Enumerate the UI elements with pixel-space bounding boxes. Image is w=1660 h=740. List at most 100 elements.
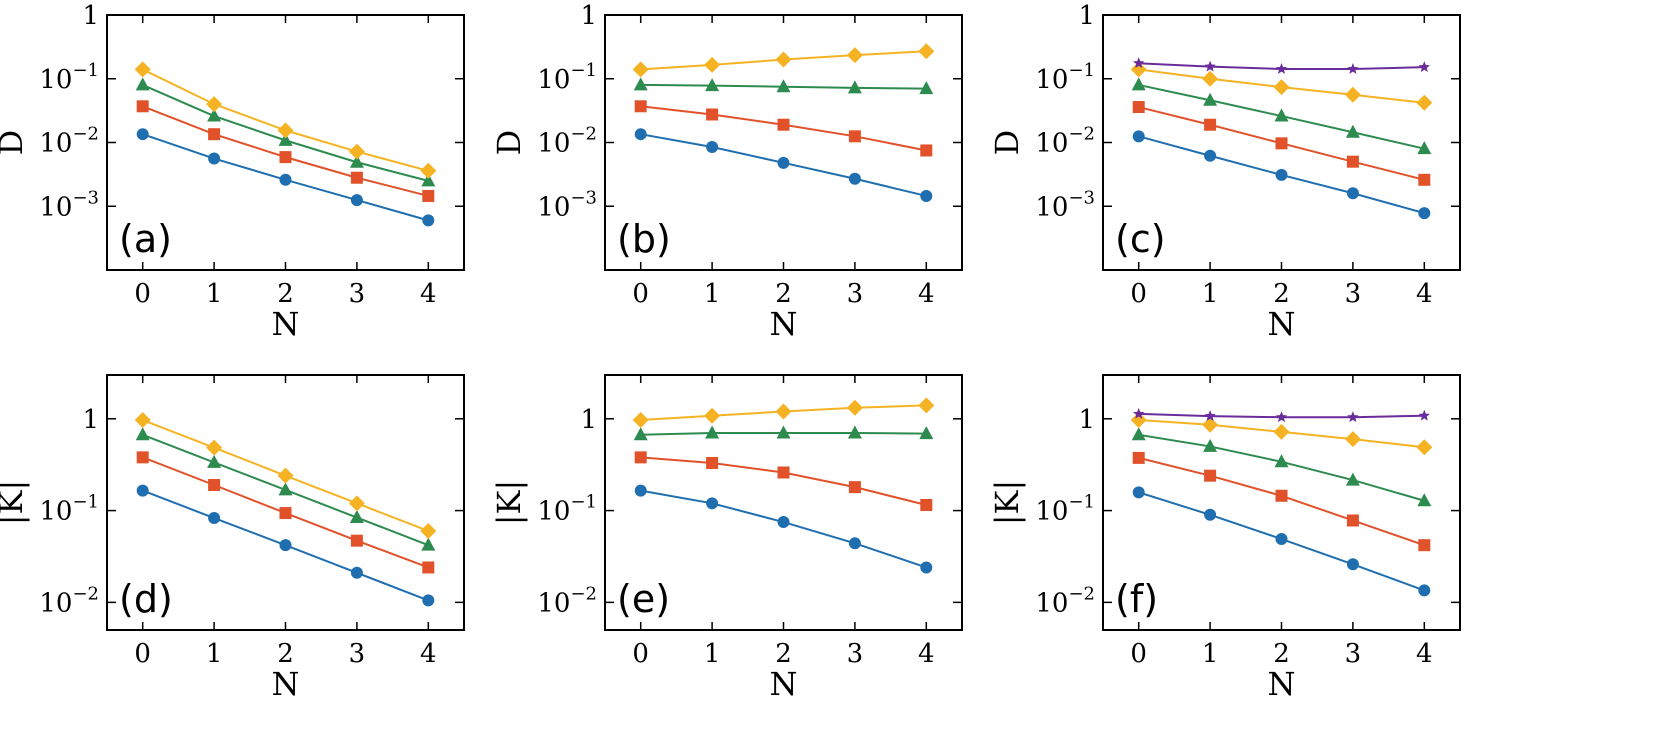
x-tick-label: 2	[1273, 639, 1290, 669]
data-point-circle	[136, 484, 149, 497]
y-tick-label: 1	[580, 1, 597, 31]
data-point-diamond	[1273, 79, 1290, 96]
y-axis-label: D	[0, 130, 30, 156]
data-point-triangle	[421, 173, 436, 187]
data-point-circle	[848, 172, 861, 185]
data-point-diamond	[704, 56, 721, 73]
data-point-square	[136, 100, 149, 113]
y-tick-label: 10−2	[39, 583, 99, 618]
data-point-triangle	[919, 426, 934, 440]
data-point-star	[1275, 411, 1288, 423]
data-point-circle	[1418, 584, 1431, 597]
data-point-circle	[1418, 207, 1431, 220]
x-tick-label: 3	[1345, 639, 1362, 669]
x-tick-label: 3	[349, 639, 366, 669]
panel-label: (e)	[617, 577, 670, 621]
y-axis-label: D	[988, 130, 1026, 156]
series-line-circle	[640, 489, 927, 569]
data-point-circle	[1204, 508, 1217, 521]
data-point-triangle	[135, 77, 150, 91]
x-tick-label: 1	[1202, 639, 1219, 669]
panel-label: (b)	[617, 217, 671, 261]
data-point-triangle	[847, 425, 862, 439]
data-point-triangle	[1131, 77, 1146, 91]
x-tick-label: 1	[704, 279, 721, 309]
data-point-square	[279, 151, 292, 164]
data-point-circle	[634, 484, 647, 497]
data-point-square	[777, 466, 790, 479]
data-point-diamond	[134, 61, 151, 78]
data-point-triangle	[207, 108, 222, 122]
data-point-diamond	[918, 397, 935, 414]
x-tick-label: 4	[918, 279, 935, 309]
data-point-square	[1346, 514, 1359, 527]
data-point-star	[1204, 410, 1216, 421]
x-tick-label: 2	[775, 639, 792, 669]
y-tick-label: 10−1	[537, 60, 597, 95]
y-tick-label: 1	[82, 405, 99, 435]
data-point-circle	[422, 594, 435, 607]
x-tick-label: 0	[632, 639, 649, 669]
data-point-square	[350, 171, 363, 184]
data-point-triangle	[278, 132, 293, 146]
data-point-square	[634, 100, 647, 113]
data-point-triangle	[919, 81, 934, 95]
data-point-circle	[777, 156, 790, 169]
data-point-triangle	[1417, 493, 1432, 507]
data-point-triangle	[1203, 92, 1218, 106]
data-point-diamond	[632, 61, 649, 78]
data-point-circle	[1275, 168, 1288, 181]
data-point-diamond	[348, 495, 365, 512]
panel-label: (f)	[1115, 577, 1158, 621]
data-point-diamond	[775, 51, 792, 68]
x-tick-label: 4	[420, 279, 437, 309]
x-axis-label: N	[1268, 665, 1296, 703]
data-point-star	[1275, 63, 1288, 74]
x-tick-label: 0	[1130, 639, 1147, 669]
data-point-triangle	[705, 78, 720, 92]
x-tick-label: 4	[1416, 639, 1433, 669]
data-point-circle	[350, 194, 363, 207]
data-point-triangle	[1345, 124, 1360, 138]
data-point-circle	[208, 512, 221, 525]
panel-f: 0 1 2 3 4 1 10−1 10−2 N |K| (f)	[988, 374, 1461, 703]
data-point-square	[422, 561, 435, 574]
x-tick-label: 0	[134, 639, 151, 669]
x-tick-label: 3	[847, 279, 864, 309]
data-point-triangle	[1274, 108, 1289, 122]
data-point-triangle	[633, 77, 648, 91]
data-point-star	[1418, 409, 1431, 421]
y-tick-label: 1	[580, 405, 597, 435]
data-point-circle	[1204, 149, 1217, 162]
data-point-diamond	[1416, 94, 1433, 111]
y-tick-label: 10−2	[537, 124, 597, 159]
data-point-square	[1132, 101, 1145, 114]
data-point-diamond	[1202, 416, 1219, 433]
x-axis-label: N	[272, 665, 300, 703]
data-point-diamond	[918, 43, 935, 60]
data-point-triangle	[349, 510, 364, 524]
data-point-diamond	[846, 399, 863, 416]
data-point-square	[1418, 173, 1431, 186]
data-point-diamond	[1344, 431, 1361, 448]
data-point-square	[1204, 118, 1217, 131]
data-point-diamond	[775, 403, 792, 420]
x-tick-label: 3	[847, 639, 864, 669]
data-point-star	[1347, 411, 1359, 423]
data-point-star	[1418, 61, 1431, 73]
data-point-diamond	[846, 47, 863, 64]
x-axis-label: N	[770, 665, 798, 703]
data-point-square	[1346, 155, 1359, 168]
data-point-square	[920, 144, 933, 157]
data-point-diamond	[348, 143, 365, 160]
x-tick-label: 2	[1273, 279, 1290, 309]
data-point-diamond	[632, 412, 649, 429]
x-tick-label: 2	[277, 279, 294, 309]
data-point-triangle	[633, 427, 648, 441]
y-tick-label: 10−2	[537, 583, 597, 618]
panel-label: (a)	[119, 217, 172, 261]
y-axis-label: D	[490, 130, 528, 156]
data-point-square	[706, 108, 719, 121]
data-point-circle	[920, 189, 933, 202]
